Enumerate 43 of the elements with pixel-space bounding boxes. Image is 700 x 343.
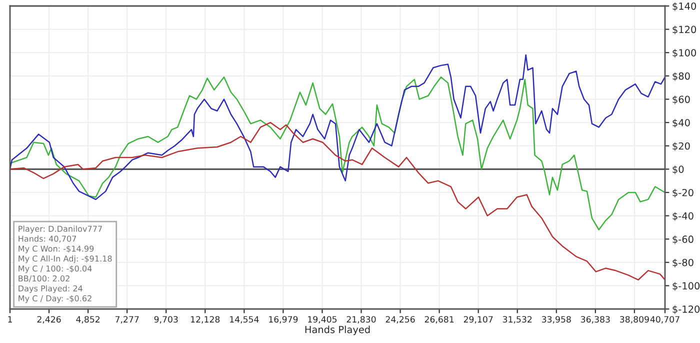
- x-tick-label: 2,426: [37, 316, 61, 324]
- x-tick-label: 36,383: [581, 316, 610, 324]
- x-tick-label: 24,256: [386, 316, 415, 324]
- annotation: Days Played: 24: [18, 285, 82, 293]
- y-tick-label: $-20: [672, 188, 694, 198]
- y-tick-label: $-80: [672, 258, 694, 268]
- y-tick-label: $-40: [672, 212, 694, 221]
- y-tick-label: $-120: [672, 305, 700, 314]
- x-tick-label: 31,532: [502, 316, 532, 324]
- x-tick-label: 1: [8, 316, 12, 322]
- x-tick-label: 26,681: [424, 316, 454, 324]
- x-tick-label: 14,554: [230, 316, 259, 324]
- y-tick-label: $120: [672, 26, 696, 34]
- x-tick-label: 19,405: [308, 316, 337, 324]
- y-tick-label: $80: [672, 72, 690, 82]
- annotation: My C / 100: -$0.04: [18, 265, 92, 274]
- annotation: Hands: 40,707: [18, 236, 76, 243]
- x-tick-label: 7,277: [115, 316, 139, 324]
- y-tick-label: $140: [672, 2, 696, 12]
- line-series: [10, 54, 665, 200]
- x-tick-label: 33,958: [542, 316, 571, 324]
- annotation: Player: D.Danilov777: [18, 226, 102, 234]
- annotation: My C All-In Adj: -$91.18: [18, 255, 112, 264]
- x-tick-label: 40,707: [650, 316, 680, 324]
- annotation: BB/100: 2.02: [18, 275, 70, 282]
- y-tick-label: $20: [672, 142, 690, 151]
- annotation: My C / Day: -$0.62: [18, 295, 92, 303]
- line-series: [10, 122, 665, 280]
- x-tick-label: 9,703: [154, 316, 178, 324]
- y-tick-label: $40: [672, 118, 690, 128]
- x-tick-label: 29,107: [464, 316, 493, 324]
- y-tick-label: $-60: [672, 235, 694, 244]
- x-axis-title: Hands Played: [305, 326, 370, 336]
- x-tick-label: 16,979: [269, 316, 298, 324]
- annotation: My C Won: -$14.99: [18, 245, 94, 254]
- x-tick-label: 12,128: [191, 316, 220, 324]
- x-tick-label: 38,809: [620, 316, 649, 324]
- x-tick-label: 21,830: [346, 316, 376, 324]
- y-tick-label: $100: [672, 48, 696, 58]
- y-tick-label: $0: [672, 165, 684, 174]
- x-tick-label: 4,852: [76, 316, 100, 324]
- y-tick-label: $-100: [672, 282, 700, 291]
- y-tick-label: $60: [672, 96, 690, 104]
